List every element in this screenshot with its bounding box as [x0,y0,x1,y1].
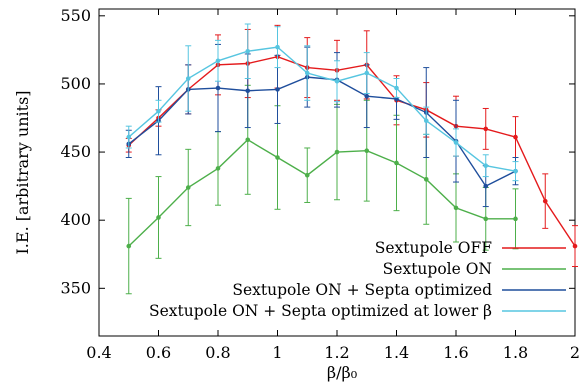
data-point [572,243,578,249]
data-point [334,78,340,84]
y-tick-label: 400 [60,210,91,229]
series-line [128,138,516,247]
data-point [483,183,489,189]
data-point [215,166,221,171]
y-tick-label: 350 [60,278,91,297]
data-point [513,216,518,222]
data-point [275,87,280,92]
x-tick-label: 1 [272,343,282,362]
data-point [542,198,548,204]
y-tick-label: 450 [60,142,91,161]
data-point [245,48,251,54]
series-line [128,46,516,172]
data-point [126,243,132,249]
data-point [453,140,459,145]
data-point [364,70,370,76]
data-point [334,149,340,155]
data-point [453,205,459,211]
series-line [128,76,516,188]
legend: Sextupole OFF Sextupole ON Sextupole ON + … [149,239,566,320]
y-axis-label: I.E. [arbitrary units] [13,90,32,254]
y-tick-label: 550 [60,6,91,25]
data-point [483,163,489,168]
y-tick-label: 500 [60,74,91,93]
data-point [304,70,310,76]
data-point [364,93,370,99]
series-line [128,55,576,247]
data-point [423,177,429,182]
x-tick-label: 1.4 [384,343,409,362]
axis-ticks: 0.4 0.6 0.8 1 1.2 1.4 1.6 1.8 2 350 400 450 500 550 [60,6,580,362]
data-point [275,44,280,50]
data-point [483,126,489,132]
x-tick-label: 0.8 [205,343,230,362]
data-point [245,88,251,94]
data-point [513,168,518,174]
series-group [125,23,578,295]
x-tick-label: 0.6 [146,343,171,362]
series-4 [125,23,519,182]
data-point [423,118,429,124]
data-point [394,85,399,91]
legend-label: Sextupole OFF [375,239,493,257]
x-tick-label: 1.2 [324,343,349,362]
data-point [245,137,251,143]
data-point [275,155,280,160]
data-point [185,185,191,190]
data-point [185,76,191,81]
x-axis-label: β/β₀ [327,363,357,382]
series-1 [125,24,578,268]
x-tick-label: 1.6 [443,343,468,362]
x-tick-label: 1.8 [503,343,528,362]
x-tick-label: 0.4 [86,343,111,362]
data-point [483,216,489,222]
x-tick-label: 2 [570,343,580,362]
axis-labels: β/β₀ I.E. [arbitrary units] [13,90,357,382]
data-point [156,215,161,220]
legend-label: Sextupole ON + Septa optimized [232,281,492,299]
data-point [304,172,310,178]
data-point [364,148,370,153]
data-point [126,134,132,140]
data-point [513,134,518,140]
legend-label: Sextupole ON [383,260,492,278]
data-point [156,108,161,114]
data-point [215,58,221,64]
data-point [215,85,221,91]
data-point [394,160,399,166]
legend-label: Sextupole ON + Septa optimized at lower … [149,302,492,320]
